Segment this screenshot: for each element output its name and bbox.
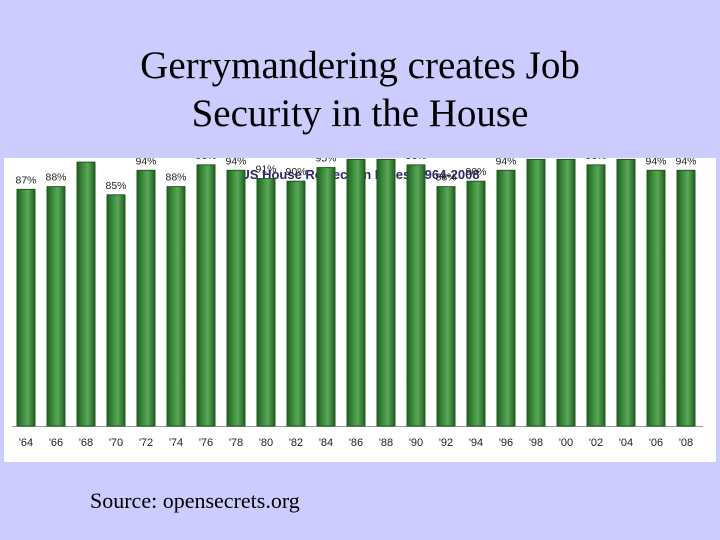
x-tick-label: '94 (469, 437, 483, 449)
x-tick-label: '00 (559, 437, 573, 449)
data-label: 96% (585, 158, 606, 162)
data-label: 88% (45, 172, 66, 184)
x-tick-label: '74 (169, 437, 183, 449)
data-label: 95% (315, 158, 336, 165)
data-label: 85% (105, 180, 126, 192)
x-tick-label: '98 (529, 437, 543, 449)
bar-02 (586, 164, 606, 427)
data-label: 88% (435, 172, 456, 184)
bar-84 (316, 167, 336, 427)
x-tick-label: '70 (109, 437, 123, 449)
x-tick-label: '64 (19, 437, 33, 449)
bar-68 (76, 161, 96, 427)
data-label: 94% (675, 158, 696, 167)
x-tick-label: '80 (259, 437, 273, 449)
bar-06 (646, 169, 666, 427)
data-label: 90% (465, 166, 486, 178)
data-label: 91% (255, 163, 276, 175)
x-tick-label: '96 (499, 437, 513, 449)
data-label: 96% (405, 158, 426, 162)
x-tick-label: '82 (289, 437, 303, 449)
bar-86 (346, 158, 366, 427)
slide-title-line-1: Gerrymandering creates Job (140, 44, 580, 87)
bar-80 (256, 177, 276, 427)
x-tick-label: '88 (379, 437, 393, 449)
slide-title-line-2: Security in the House (191, 92, 529, 135)
bar-08 (676, 169, 696, 427)
chart-panel: US House Reelection Rates, 1964-200887%'… (4, 158, 716, 462)
x-tick-label: '84 (319, 437, 333, 449)
bar-92 (436, 186, 456, 427)
x-tick-label: '68 (79, 437, 93, 449)
bar-66 (46, 186, 66, 427)
bar-72 (136, 169, 156, 427)
bar-70 (106, 194, 126, 427)
data-label: 96% (195, 158, 216, 162)
x-tick-label: '76 (199, 437, 213, 449)
bar-74 (166, 186, 186, 427)
data-label: 87% (15, 174, 36, 186)
x-tick-label: '92 (439, 437, 453, 449)
bar-00 (556, 158, 576, 427)
data-label: 88% (165, 172, 186, 184)
x-tick-label: '02 (589, 437, 603, 449)
x-tick-label: '08 (679, 437, 693, 449)
bar-64 (16, 188, 36, 427)
bar-90 (406, 164, 426, 427)
data-label: 94% (135, 158, 156, 167)
x-tick-label: '66 (49, 437, 63, 449)
data-label: 97% (75, 158, 96, 159)
bar-98 (526, 158, 546, 427)
data-label: 94% (495, 158, 516, 167)
data-label: 90% (285, 166, 306, 178)
bar-82 (286, 180, 306, 427)
bar-96 (496, 169, 516, 427)
data-label: 94% (225, 158, 246, 167)
bar-94 (466, 180, 486, 427)
x-tick-label: '90 (409, 437, 423, 449)
bar-78 (226, 169, 246, 427)
source-caption: Source: opensecrets.org (90, 488, 300, 513)
x-tick-label: '06 (649, 437, 663, 449)
x-tick-label: '72 (139, 437, 153, 449)
bar-04 (616, 158, 636, 427)
bar-88 (376, 158, 396, 427)
x-tick-label: '04 (619, 437, 633, 449)
bar-chart: US House Reelection Rates, 1964-200887%'… (12, 158, 703, 449)
x-tick-label: '86 (349, 437, 363, 449)
bar-76 (196, 164, 216, 427)
x-tick-label: '78 (229, 437, 243, 449)
slide-title: Gerrymandering creates Job Security in t… (0, 42, 720, 138)
data-label: 94% (645, 158, 666, 167)
